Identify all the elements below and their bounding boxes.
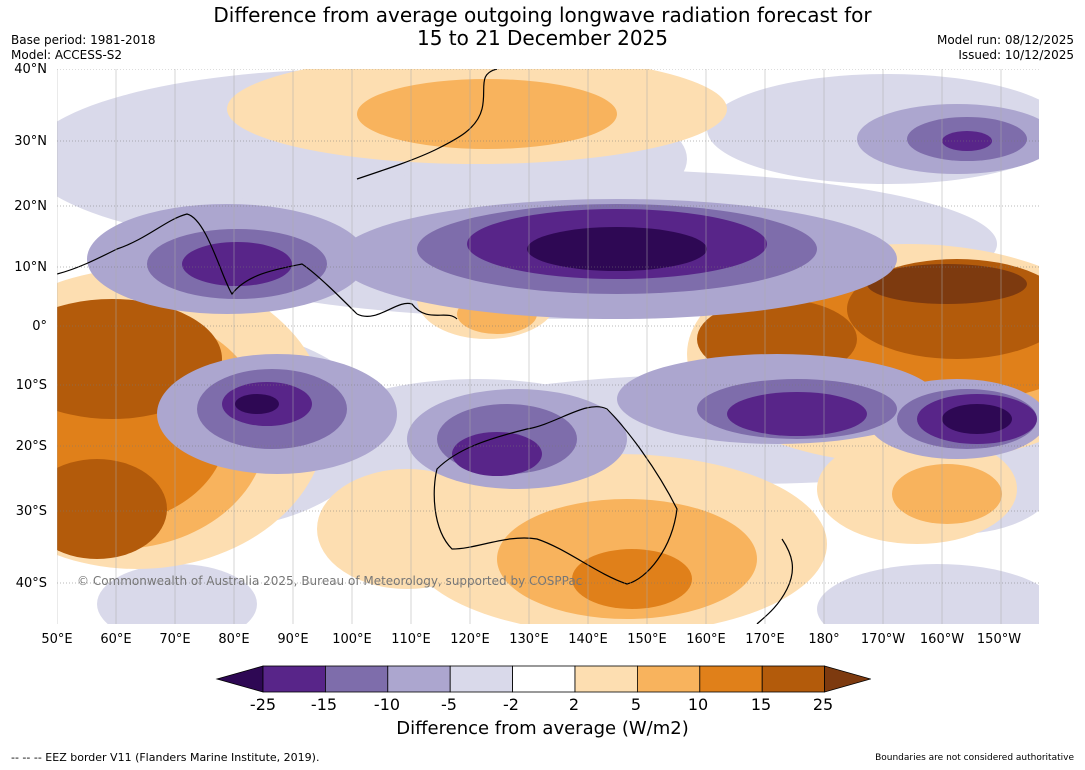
- title-line-1: Difference from average outgoing longwav…: [213, 3, 872, 27]
- model-name: Model: ACCESS-S2: [11, 48, 123, 62]
- lon-label-60e: 60°E: [100, 632, 132, 647]
- lon-label-70e: 70°E: [159, 632, 191, 647]
- cb-tick-2: 2: [568, 695, 580, 714]
- lat-label-40n: 40°N: [14, 62, 47, 77]
- lon-label-160e: 160°E: [686, 632, 726, 647]
- lat-label-10s: 10°S: [15, 378, 47, 393]
- lon-label-100e: 100°E: [332, 632, 372, 647]
- boundaries-note: Boundaries are not considered authoritat…: [875, 753, 1074, 763]
- lon-label-170e: 170°E: [745, 632, 785, 647]
- colorbar-segment: [512, 665, 576, 693]
- lon-label-140e: 140°E: [568, 632, 608, 647]
- lon-label-160w: 160°W: [919, 632, 965, 647]
- cb-tick-10: 10: [687, 695, 709, 714]
- anomaly-field: [57, 69, 1039, 624]
- lat-label-20s: 20°S: [15, 439, 47, 454]
- lon-label-150e: 150°E: [627, 632, 667, 647]
- lat-label-30n: 30°N: [14, 134, 47, 149]
- lon-label-180: 180°: [808, 632, 840, 647]
- cb-tick-minus10: -10: [373, 695, 401, 714]
- colorbar-segment: [325, 665, 389, 693]
- lat-label-0: 0°: [32, 319, 47, 334]
- map-title: Difference from average outgoing longwav…: [0, 4, 1085, 50]
- lon-label-120e: 120°E: [450, 632, 490, 647]
- cb-tick-5: 5: [630, 695, 642, 714]
- cb-tick-25: 25: [812, 695, 834, 714]
- title-line-2: 15 to 21 December 2025: [416, 26, 668, 50]
- lon-label-80e: 80°E: [218, 632, 250, 647]
- eez-note: -- -- -- EEZ border V11 (Flanders Marine…: [11, 751, 320, 764]
- lat-label-30s: 30°S: [15, 504, 47, 519]
- issued-date: Issued: 10/12/2025: [958, 48, 1074, 62]
- lon-label-130e: 130°E: [509, 632, 549, 647]
- copyright-text: © Commonwealth of Australia 2025, Bureau…: [77, 574, 582, 588]
- colorbar-segment: [262, 665, 326, 693]
- meta-left: Base period: 1981-2018 Model: ACCESS-S2: [11, 33, 156, 63]
- cb-tick-minus2: -2: [503, 695, 519, 714]
- cb-tick-minus15: -15: [310, 695, 338, 714]
- lon-label-150w: 150°W: [976, 632, 1022, 647]
- lat-label-20n: 20°N: [14, 199, 47, 214]
- colorbar-label: Difference from average (W/m2): [396, 718, 689, 739]
- lon-label-170w: 170°W: [860, 632, 906, 647]
- meta-right: Model run: 08/12/2025 Issued: 10/12/2025: [937, 33, 1074, 63]
- coastlines: [57, 69, 794, 624]
- colorbar: [215, 665, 871, 693]
- cb-tick-minus5: -5: [441, 695, 457, 714]
- colorbar-segment: [449, 665, 513, 693]
- colorbar-segment: [761, 665, 826, 693]
- colorbar-segment: [636, 665, 701, 693]
- model-run: Model run: 08/12/2025: [936, 33, 1074, 47]
- colorbar-extend-high: [824, 665, 871, 693]
- base-period: Base period: 1981-2018: [11, 33, 156, 47]
- lon-label-110e: 110°E: [391, 632, 431, 647]
- lat-label-10n: 10°N: [14, 260, 47, 275]
- lon-label-90e: 90°E: [277, 632, 309, 647]
- cb-tick-15: 15: [750, 695, 772, 714]
- lon-label-50e: 50°E: [41, 632, 73, 647]
- colorbar-segment: [699, 665, 763, 693]
- cb-tick-minus25: -25: [249, 695, 277, 714]
- colorbar-extend-low: [215, 665, 264, 693]
- map-plot: © Commonwealth of Australia 2025, Bureau…: [57, 69, 1039, 624]
- colorbar-segment: [387, 665, 451, 693]
- lat-label-40s: 40°S: [15, 576, 47, 591]
- colorbar-segment: [574, 665, 638, 693]
